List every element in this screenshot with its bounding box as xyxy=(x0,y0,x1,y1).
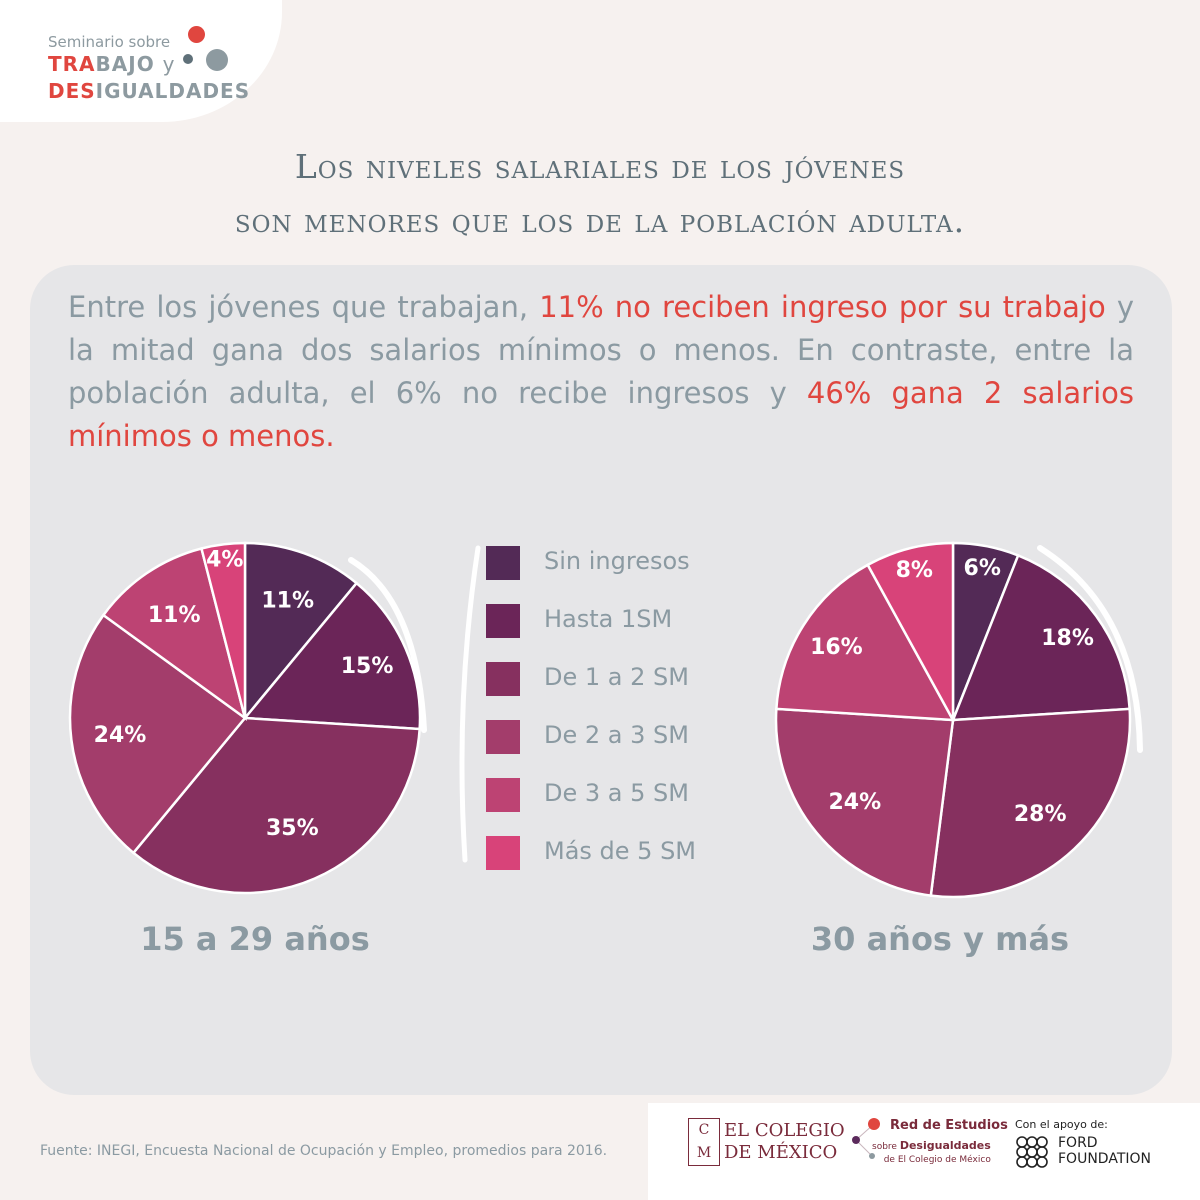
brand-y: y xyxy=(162,52,176,76)
legend-swatch xyxy=(486,778,520,812)
chart-caption-young: 15 a 29 años xyxy=(140,920,370,958)
legend: Sin ingresos Hasta 1SM De 1 a 2 SM De 2 … xyxy=(486,546,726,894)
brand-dot-small xyxy=(183,54,193,64)
ford-line-1: FORD xyxy=(1058,1135,1098,1151)
intro-highlight-2: 46% gana 2 salarios mínimos o menos. xyxy=(68,376,1134,453)
legend-item: De 1 a 2 SM xyxy=(486,662,726,720)
colmex-mark-m: M xyxy=(696,1145,712,1161)
pie-slice-label: 16% xyxy=(810,635,863,660)
seminario-logo: Seminario sobre TRABAJO y DESIGUALDADES xyxy=(48,33,250,105)
colmex-mark-c: C xyxy=(698,1122,710,1138)
pie-slice-label: 6% xyxy=(964,556,1001,581)
red-sub-pre: sobre xyxy=(872,1142,897,1152)
chart-caption-adult: 30 años y más xyxy=(810,920,1070,958)
brand-accent-des: DES xyxy=(48,79,96,103)
pie-slice-label: 11% xyxy=(261,588,314,613)
pie-slice-label: 28% xyxy=(1014,802,1067,827)
pie-slice-label: 24% xyxy=(828,790,881,815)
pie-slice-label: 15% xyxy=(341,654,394,679)
pie-slice-label: 35% xyxy=(266,816,319,841)
legend-label: De 2 a 3 SM xyxy=(544,721,689,749)
title-line-2: son menores que los de la población adul… xyxy=(234,201,966,240)
intro-highlight-1: 11% no reciben ingreso por su trabajo xyxy=(539,290,1106,324)
legend-label: De 3 a 5 SM xyxy=(544,779,689,807)
pie-slice xyxy=(951,553,1131,722)
pie-slice xyxy=(775,563,956,722)
pie-slice xyxy=(929,707,1132,899)
brand-dot-grey xyxy=(206,49,228,71)
red-sub-bold: Desigualdades xyxy=(899,1139,991,1152)
legend-swatch xyxy=(486,836,520,870)
red-estudios-subtitle: sobre Desigualdades de El Colegio de Méx… xyxy=(872,1139,991,1167)
brand-dot-red xyxy=(188,26,205,43)
legend-swatch xyxy=(486,604,520,638)
decorative-arc-center xyxy=(459,545,481,863)
red-sub-line-1: sobre Desigualdades xyxy=(872,1139,991,1154)
legend-label: De 1 a 2 SM xyxy=(544,663,689,691)
legend-label: Más de 5 SM xyxy=(544,837,697,865)
pie-slice-label: 8% xyxy=(896,558,933,583)
intro-text-1: Entre los jóvenes que trabajan, xyxy=(68,290,529,324)
colmex-line-1: EL COLEGIO xyxy=(724,1120,845,1141)
pie-slice-label: 4% xyxy=(206,547,243,572)
brand-bajo: BAJO xyxy=(95,52,155,76)
ford-kicker: Con el apoyo de: xyxy=(1015,1118,1108,1131)
legend-item: Hasta 1SM xyxy=(486,604,726,662)
page-title: Los niveles salariales de los jóvenes so… xyxy=(150,140,1050,248)
brand-line-2: DESIGUALDADES xyxy=(48,78,250,105)
legend-swatch xyxy=(486,546,520,580)
legend-item: De 3 a 5 SM xyxy=(486,778,726,836)
colmex-logo-text: EL COLEGIO DE MÉXICO xyxy=(724,1120,845,1164)
pie-chart-young: 11% 15% 35% 24% 11% 4% xyxy=(68,541,422,895)
pie-slice xyxy=(866,541,955,721)
legend-swatch xyxy=(486,720,520,754)
colmex-logo-mark: C M xyxy=(688,1118,720,1166)
legend-item: Más de 5 SM xyxy=(486,836,726,894)
ford-foundation-text: FORD FOUNDATION xyxy=(1058,1135,1151,1167)
pie-slice xyxy=(199,541,247,719)
pie-slice-label: 11% xyxy=(148,603,201,628)
pie-slice xyxy=(68,613,247,855)
title-line-1: Los niveles salariales de los jóvenes xyxy=(294,147,906,186)
red-network-icon xyxy=(852,1118,880,1159)
footer-logos-bar xyxy=(648,1103,1200,1200)
legend-item: Sin ingresos xyxy=(486,546,726,604)
decorative-arc-right xyxy=(1037,545,1143,753)
decorative-arc-left xyxy=(348,557,427,733)
brand-kicker: Seminario sobre xyxy=(48,33,171,51)
pie-chart-adult: 6% 18% 28% 24% 16% 8% xyxy=(774,541,1132,899)
legend-label: Sin ingresos xyxy=(544,547,690,575)
brand-igualdades: IGUALDADES xyxy=(95,79,251,103)
pie-slice xyxy=(242,581,422,731)
legend-item: De 2 a 3 SM xyxy=(486,720,726,778)
legend-swatch xyxy=(486,662,520,696)
intro-text-2: y la mitad gana dos salarios mínimos o m… xyxy=(68,290,1135,410)
brand-accent-tra: TRA xyxy=(48,52,96,76)
pie-slice xyxy=(101,546,248,722)
ford-line-2: FOUNDATION xyxy=(1058,1151,1151,1167)
red-sub-line-2: de El Colegio de México xyxy=(883,1155,991,1165)
brand-line-1: TRABAJO y xyxy=(48,51,250,78)
legend-label: Hasta 1SM xyxy=(544,605,673,633)
pie-slice xyxy=(774,707,955,897)
pie-slice xyxy=(131,716,421,895)
intro-paragraph: Entre los jóvenes que trabajan, 11% no r… xyxy=(68,286,1134,458)
pie-slice-label: 18% xyxy=(1041,626,1094,651)
colmex-line-2: DE MÉXICO xyxy=(724,1142,838,1163)
pie-slice-label: 24% xyxy=(94,723,147,748)
source-note: Fuente: INEGI, Encuesta Nacional de Ocup… xyxy=(40,1143,608,1159)
red-estudios-title: Red de Estudios xyxy=(890,1118,1008,1133)
ford-foundation-icon xyxy=(1016,1136,1048,1168)
pie-slice xyxy=(243,541,359,722)
